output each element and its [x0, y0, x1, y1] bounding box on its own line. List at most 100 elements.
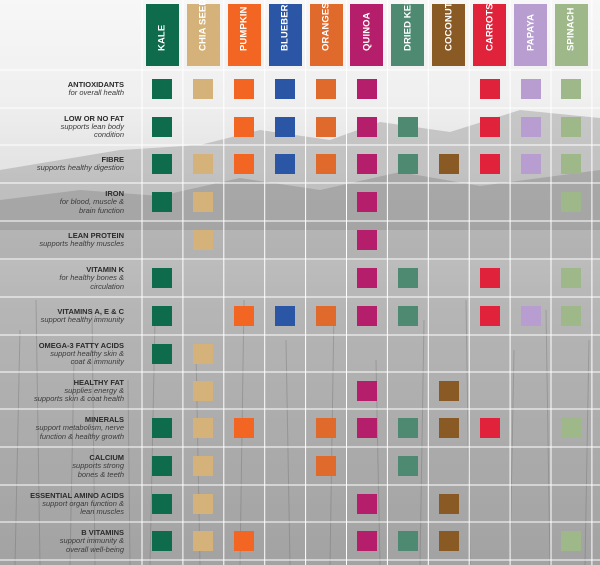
marker-spinach: [561, 192, 582, 212]
row-description: supplies energy &: [64, 385, 124, 395]
marker-spinach: [561, 116, 582, 137]
marker-chia-seeds: [193, 154, 214, 174]
column-header-quinoa: QUINOA: [350, 4, 384, 66]
marker-coconut: [438, 380, 459, 401]
marker-carrots: [479, 418, 500, 438]
column-header-kale: KALE: [145, 4, 179, 66]
marker-coconut: [438, 493, 459, 514]
marker-kale: [152, 531, 173, 551]
row-label: OMEGA-3 FATTY ACIDS support healthy skin …: [0, 341, 126, 367]
marker-chia-seeds: [193, 380, 214, 401]
marker-kale: [152, 493, 173, 514]
marker-dried-kelp: [397, 116, 418, 137]
marker-spinach: [561, 154, 582, 174]
marker-quinoa: [356, 192, 377, 212]
marker-chia-seeds: [193, 531, 214, 551]
row-description: support healthy skin &: [50, 348, 124, 358]
marker-spinach: [561, 268, 582, 288]
column-header-blueberries: BLUEBERRIES: [268, 0, 302, 66]
marker-pumpkin: [234, 79, 255, 99]
marker-dried-kelp: [397, 456, 418, 476]
marker-kale: [152, 192, 173, 212]
row-title: MINERALS: [84, 415, 124, 424]
row-title: IRON: [105, 189, 124, 198]
column-header-label: ORANGES: [320, 2, 332, 51]
marker-quinoa: [356, 154, 377, 174]
marker-quinoa: [356, 79, 377, 99]
row-description: condition: [93, 130, 124, 139]
marker-papaya: [520, 79, 541, 99]
row-title: VITAMINS A, E & C: [57, 307, 124, 317]
column-header-label: CHIA SEEDS: [197, 0, 209, 51]
marker-carrots: [479, 268, 500, 288]
row-description: overall well-being: [66, 544, 124, 554]
row-description: function & healthy growth: [39, 431, 124, 441]
column-header-label: SPINACH: [565, 7, 577, 51]
row-label: LEAN PROTEIN supports healthy muscles: [0, 231, 126, 249]
marker-spinach: [561, 79, 582, 99]
marker-pumpkin: [234, 531, 255, 551]
marker-carrots: [479, 79, 500, 99]
marker-kale: [152, 268, 173, 288]
row-label: IRON for blood, muscle & brain function: [0, 189, 126, 215]
column-header-oranges: ORANGES: [309, 2, 343, 66]
row-label: B VITAMINS support immunity & overall well…: [0, 528, 126, 554]
row-description: for overall health: [68, 88, 124, 98]
column-header-label: COCONUT: [443, 2, 455, 51]
row-label: MINERALS support metabolism, nerve functio…: [0, 415, 126, 441]
marker-blueberries: [275, 154, 296, 174]
column-header-label: KALE: [156, 24, 168, 51]
row-description: coat & immunity: [70, 357, 124, 366]
marker-chia-seeds: [193, 343, 214, 364]
row-description: for blood, muscle &: [59, 197, 124, 206]
marker-carrots: [479, 306, 500, 326]
column-header-label: CARROTS: [484, 3, 496, 51]
marker-kale: [152, 116, 173, 137]
marker-quinoa: [356, 493, 377, 514]
marker-oranges: [316, 79, 337, 99]
row-description: supports skin & coat health: [33, 394, 124, 403]
row-label: ESSENTIAL AMINO ACIDS support organ funct…: [0, 491, 126, 517]
marker-quinoa: [356, 531, 377, 551]
marker-dried-kelp: [397, 154, 418, 174]
marker-pumpkin: [234, 306, 255, 326]
row-title: LOW OR NO FAT: [64, 113, 124, 123]
marker-dried-kelp: [397, 418, 418, 438]
column-header-label: BLUEBERRIES: [279, 0, 291, 51]
row-description: circulation: [90, 281, 124, 291]
column-header-label: PUMPKIN: [238, 6, 250, 51]
row-description: supports healthy digestion: [36, 163, 124, 173]
marker-quinoa: [356, 116, 377, 137]
column-header-label: QUINOA: [361, 12, 373, 51]
marker-kale: [152, 306, 173, 326]
marker-spinach: [561, 306, 582, 326]
marker-coconut: [438, 418, 459, 438]
row-description: supports strong: [72, 461, 124, 470]
column-header-chia-seeds: CHIA SEEDS: [186, 0, 220, 66]
row-title: LEAN PROTEIN: [68, 231, 124, 241]
marker-blueberries: [275, 116, 296, 137]
row-description: supports healthy muscles: [39, 239, 124, 249]
marker-kale: [152, 154, 173, 174]
marker-papaya: [520, 154, 541, 174]
marker-dried-kelp: [397, 306, 418, 326]
row-label: CALCIUM supports strong bones & teeth: [0, 453, 126, 479]
marker-quinoa: [356, 418, 377, 438]
marker-quinoa: [356, 380, 377, 401]
row-description: for healthy bones &: [59, 273, 124, 282]
marker-dried-kelp: [397, 268, 418, 288]
column-header-label: PAPAYA: [525, 13, 537, 51]
marker-papaya: [520, 306, 541, 326]
marker-chia-seeds: [193, 192, 214, 212]
row-title: VITAMIN K: [86, 265, 124, 274]
marker-chia-seeds: [193, 79, 214, 99]
marker-kale: [152, 456, 173, 476]
row-title: HEALTHY FAT: [73, 377, 124, 387]
row-description: support healthy immunity: [40, 315, 124, 325]
column-header-papaya: PAPAYA: [514, 4, 548, 66]
row-description: brain function: [78, 205, 124, 215]
column-header-pumpkin: PUMPKIN: [227, 4, 261, 66]
